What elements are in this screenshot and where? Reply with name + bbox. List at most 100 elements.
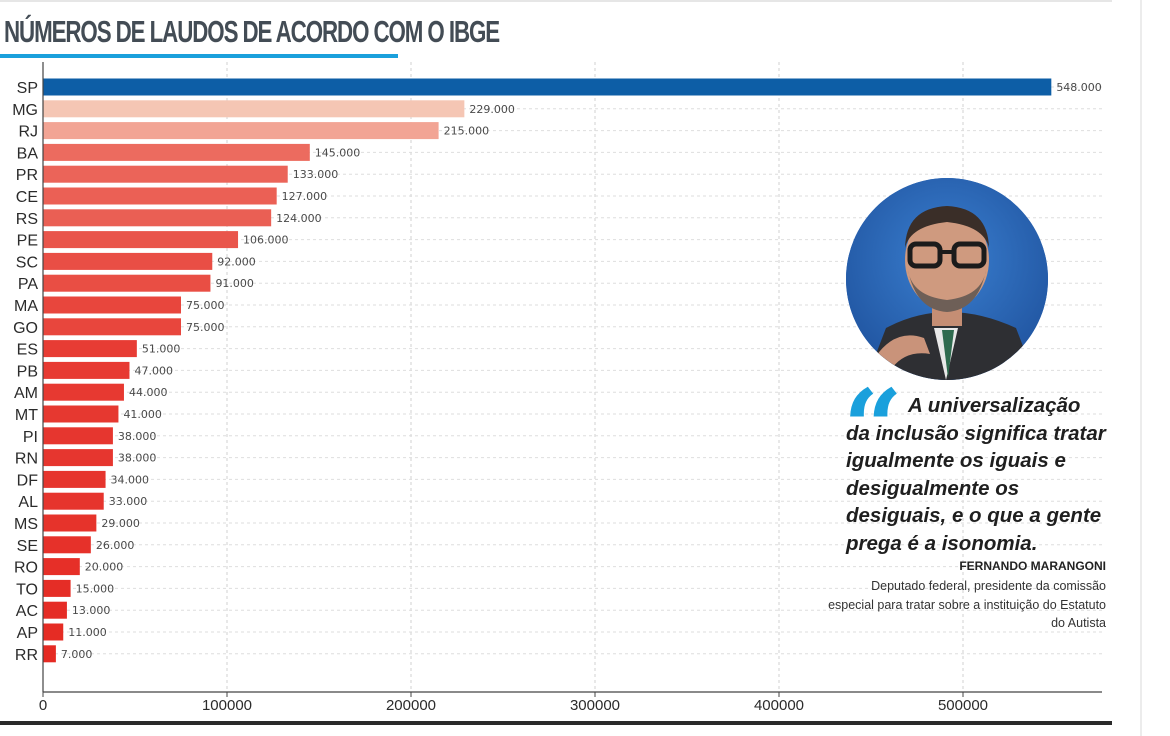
- bar-mg: [43, 100, 465, 118]
- value-label: 548.000: [1056, 81, 1102, 94]
- category-label: PE: [17, 233, 38, 250]
- bar-chart: SP 548.000 MG 229.000 RJ 215.000 BA 145.000 PR 13…: [12, 62, 1102, 714]
- category-label: PR: [16, 167, 38, 184]
- value-label: 145.000: [315, 146, 361, 159]
- category-label: AM: [14, 385, 38, 402]
- value-label: 29.000: [101, 517, 140, 530]
- chart-title: NÚMEROS DE LAUDOS DE ACORDO COM O IBGE: [4, 14, 500, 49]
- category-label: ES: [17, 342, 38, 359]
- value-label: 215.000: [444, 125, 490, 138]
- category-label: RS: [16, 211, 38, 228]
- top-border: [0, 0, 1112, 2]
- x-tick-label: 100000: [202, 697, 252, 714]
- bar-pr: [43, 165, 288, 183]
- value-label: 75.000: [186, 321, 225, 334]
- value-label: 38.000: [118, 430, 157, 443]
- bar-se: [43, 536, 91, 554]
- portrait-illustration: [846, 178, 1048, 380]
- value-label: 34.000: [111, 473, 150, 486]
- category-label: RO: [14, 560, 38, 577]
- value-label: 91.000: [215, 277, 254, 290]
- value-label: 13.000: [72, 604, 111, 617]
- bar-go: [43, 318, 181, 336]
- category-label: AC: [16, 603, 38, 620]
- category-label: MA: [14, 298, 38, 315]
- bar-am: [43, 383, 124, 401]
- category-label: GO: [13, 320, 38, 337]
- value-label: 11.000: [68, 626, 107, 639]
- bar-rs: [43, 209, 272, 227]
- category-label: TO: [16, 581, 38, 598]
- bar-pb: [43, 361, 130, 379]
- bar-pi: [43, 427, 113, 445]
- value-label: 38.000: [118, 452, 157, 465]
- bar-pe: [43, 231, 239, 249]
- value-label: 92.000: [217, 255, 256, 268]
- x-tick-label: 400000: [754, 697, 804, 714]
- bar-rj: [43, 122, 439, 140]
- value-label: 133.000: [293, 168, 339, 181]
- quote-author: FERNANDO MARANGONI: [959, 559, 1106, 573]
- bar-es: [43, 340, 137, 358]
- value-label: 106.000: [243, 234, 288, 247]
- x-tick-label: 500000: [938, 697, 988, 714]
- bar-ce: [43, 187, 277, 205]
- x-tick-label: 200000: [386, 697, 436, 714]
- bar-sp: [43, 78, 1052, 96]
- bar-rn: [43, 449, 113, 467]
- category-label: MS: [14, 516, 38, 533]
- category-label: PB: [17, 363, 38, 380]
- category-label: RR: [15, 647, 38, 664]
- category-label: MT: [15, 407, 38, 424]
- category-label: CE: [16, 189, 38, 206]
- quote-author-role: Deputado federal, presidente da comissão…: [828, 579, 1106, 630]
- bar-ms: [43, 514, 97, 532]
- axes: 0 100000 200000 300000 400000 500000: [39, 62, 1102, 714]
- bar-ro: [43, 558, 80, 576]
- bar-to: [43, 579, 71, 597]
- bottom-rule: [0, 721, 1112, 725]
- value-label: 15.000: [76, 582, 115, 595]
- x-tick-label: 300000: [570, 697, 620, 714]
- value-label: 75.000: [186, 299, 225, 312]
- value-label: 20.000: [85, 561, 124, 574]
- value-label: 41.000: [123, 408, 162, 421]
- value-label: 124.000: [276, 212, 322, 225]
- quote-text: A universalização da inclusão significa …: [846, 394, 1106, 555]
- category-label: AP: [17, 625, 38, 642]
- right-border: [1140, 0, 1142, 736]
- bar-mt: [43, 405, 119, 423]
- value-label: 44.000: [129, 386, 168, 399]
- bar-ac: [43, 601, 67, 619]
- category-label: SC: [16, 254, 38, 271]
- value-label: 7.000: [61, 648, 93, 661]
- speaker-portrait: [846, 178, 1048, 380]
- category-label: AL: [18, 494, 38, 511]
- category-label: BA: [17, 145, 39, 162]
- bar-ba: [43, 143, 310, 161]
- category-label: MG: [12, 102, 38, 119]
- bar-ma: [43, 296, 181, 314]
- x-tick-label: 0: [39, 697, 47, 714]
- value-label: 26.000: [96, 539, 135, 552]
- value-label: 127.000: [282, 190, 328, 203]
- category-label: SP: [17, 80, 38, 97]
- category-label: DF: [17, 472, 39, 489]
- bar-df: [43, 470, 106, 488]
- title-underline: [0, 54, 398, 58]
- category-label: PA: [18, 276, 38, 293]
- category-label: RJ: [18, 124, 38, 141]
- category-label: RN: [15, 451, 38, 468]
- value-label: 47.000: [134, 364, 173, 377]
- quote-mark-icon: “: [843, 366, 903, 489]
- bar-rr: [43, 645, 56, 663]
- value-label: 229.000: [469, 103, 515, 116]
- bar-ap: [43, 623, 64, 641]
- bars: SP 548.000 MG 229.000 RJ 215.000 BA 145.000 PR 13…: [12, 78, 1102, 664]
- value-label: 33.000: [109, 495, 148, 508]
- bar-pa: [43, 274, 211, 292]
- value-label: 51.000: [142, 343, 181, 356]
- bar-al: [43, 492, 104, 510]
- category-label: SE: [17, 538, 38, 555]
- bar-sc: [43, 252, 213, 270]
